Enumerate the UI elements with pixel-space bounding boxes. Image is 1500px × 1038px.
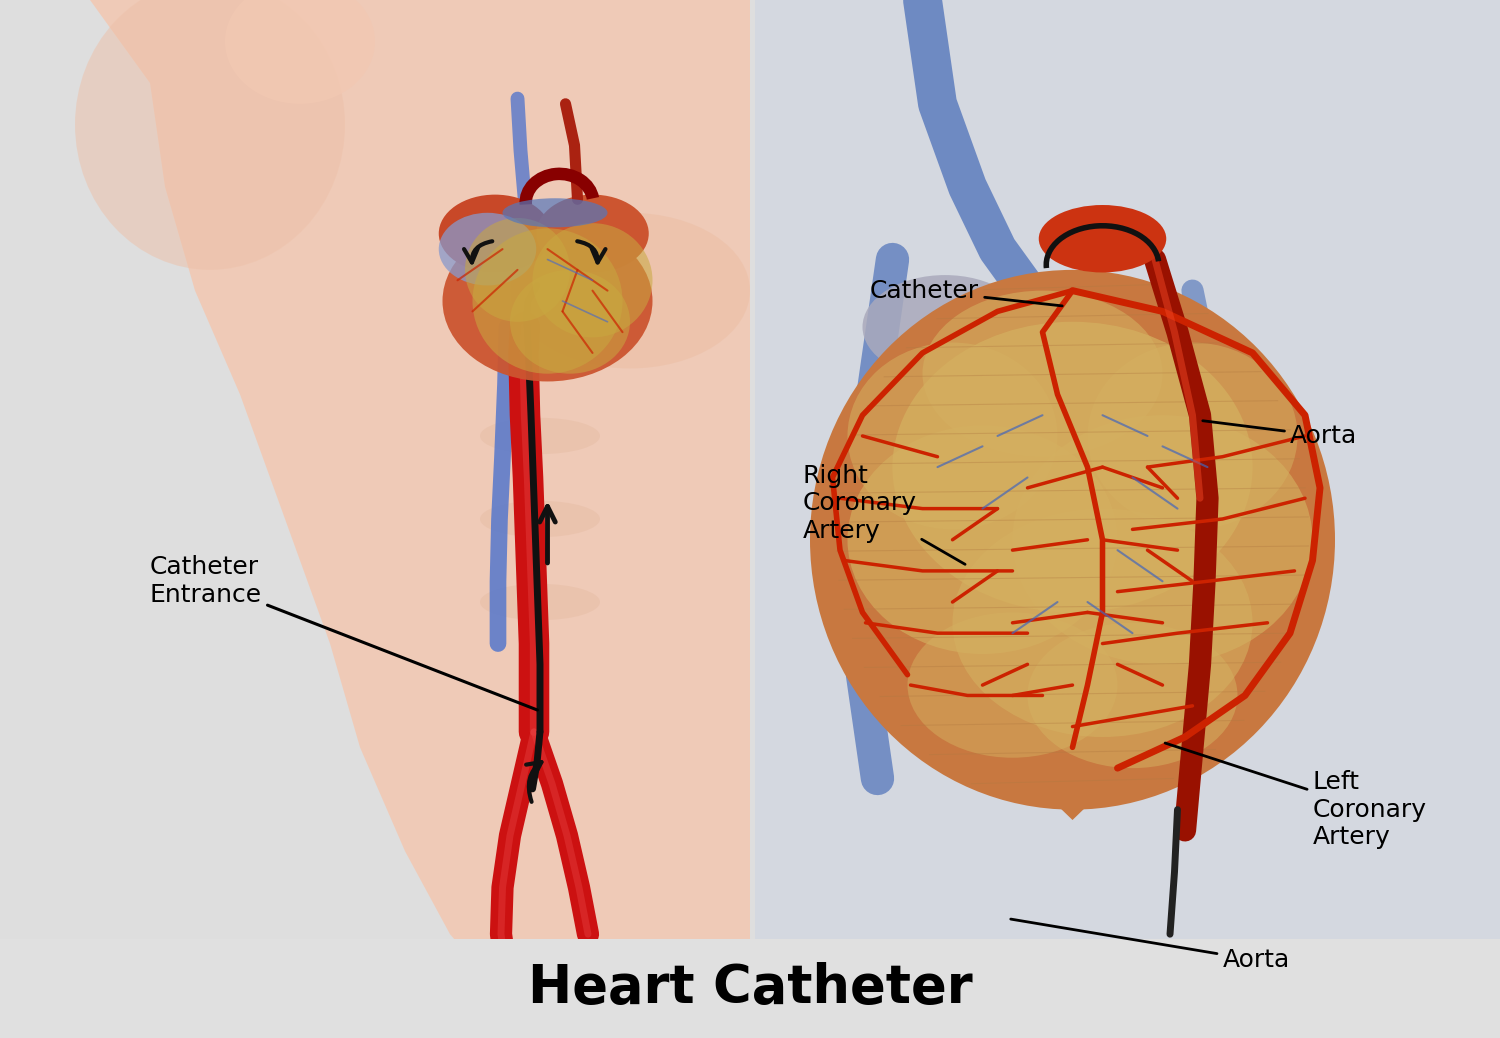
Polygon shape: [998, 747, 1148, 820]
Ellipse shape: [225, 0, 375, 104]
Ellipse shape: [480, 418, 600, 455]
Text: Catheter: Catheter: [870, 278, 1062, 306]
Text: Heart Catheter: Heart Catheter: [528, 962, 972, 1014]
Ellipse shape: [438, 195, 552, 272]
Ellipse shape: [1038, 206, 1167, 273]
Ellipse shape: [465, 218, 570, 322]
Ellipse shape: [1013, 415, 1312, 664]
Ellipse shape: [510, 213, 750, 368]
Ellipse shape: [75, 0, 345, 270]
Text: Left
Coronary
Artery: Left Coronary Artery: [1166, 743, 1426, 849]
Text: Aorta: Aorta: [1203, 420, 1358, 448]
Ellipse shape: [1028, 623, 1237, 768]
Ellipse shape: [892, 322, 1252, 612]
Ellipse shape: [510, 270, 630, 374]
Ellipse shape: [442, 221, 652, 381]
Text: Catheter
Entrance: Catheter Entrance: [150, 555, 537, 710]
Text: Aorta: Aorta: [1011, 919, 1290, 973]
Ellipse shape: [862, 275, 1028, 379]
Text: Right
Coronary
Artery: Right Coronary Artery: [802, 464, 964, 565]
Ellipse shape: [1088, 343, 1298, 529]
Ellipse shape: [922, 291, 1162, 457]
Ellipse shape: [847, 343, 1058, 529]
Ellipse shape: [810, 270, 1335, 810]
Ellipse shape: [952, 509, 1252, 737]
Ellipse shape: [537, 195, 648, 272]
Ellipse shape: [472, 228, 622, 374]
Bar: [0, 0, 754, 1038]
Ellipse shape: [480, 501, 600, 538]
Ellipse shape: [503, 198, 608, 227]
Ellipse shape: [908, 612, 1118, 758]
Ellipse shape: [847, 426, 1118, 654]
Bar: [0, 939, 1500, 1038]
Polygon shape: [90, 0, 750, 1017]
Bar: [754, 0, 1500, 1038]
Ellipse shape: [480, 583, 600, 621]
Ellipse shape: [532, 223, 652, 337]
Ellipse shape: [438, 213, 537, 285]
